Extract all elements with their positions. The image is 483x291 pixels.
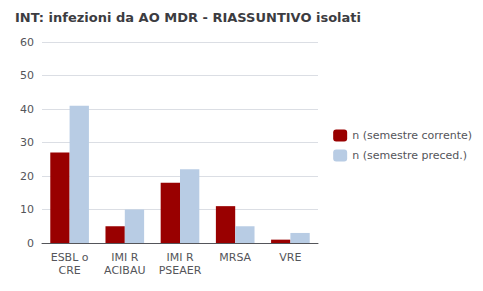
svg-text:0: 0	[27, 237, 34, 250]
svg-text:60: 60	[20, 36, 34, 49]
svg-text:INT: infezioni da AO MDR - RIA: INT: infezioni da AO MDR - RIASSUNTIVO i…	[15, 10, 361, 25]
svg-text:n (semestre preced.): n (semestre preced.)	[352, 149, 467, 162]
svg-text:PSEAER: PSEAER	[159, 264, 202, 277]
svg-text:n (semestre corrente): n (semestre corrente)	[352, 129, 472, 142]
svg-text:VRE: VRE	[279, 251, 301, 264]
svg-text:IMI R: IMI R	[111, 251, 138, 264]
svg-text:ACIBAU: ACIBAU	[104, 264, 145, 277]
svg-text:CRE: CRE	[58, 264, 80, 277]
svg-text:30: 30	[20, 136, 34, 149]
svg-text:10: 10	[20, 203, 34, 216]
svg-text:IMI R: IMI R	[166, 251, 193, 264]
svg-text:40: 40	[20, 103, 34, 116]
svg-text:50: 50	[20, 69, 34, 82]
svg-text:20: 20	[20, 170, 34, 183]
svg-text:ESBL o: ESBL o	[51, 251, 89, 264]
svg-text:MRSA: MRSA	[219, 251, 251, 264]
